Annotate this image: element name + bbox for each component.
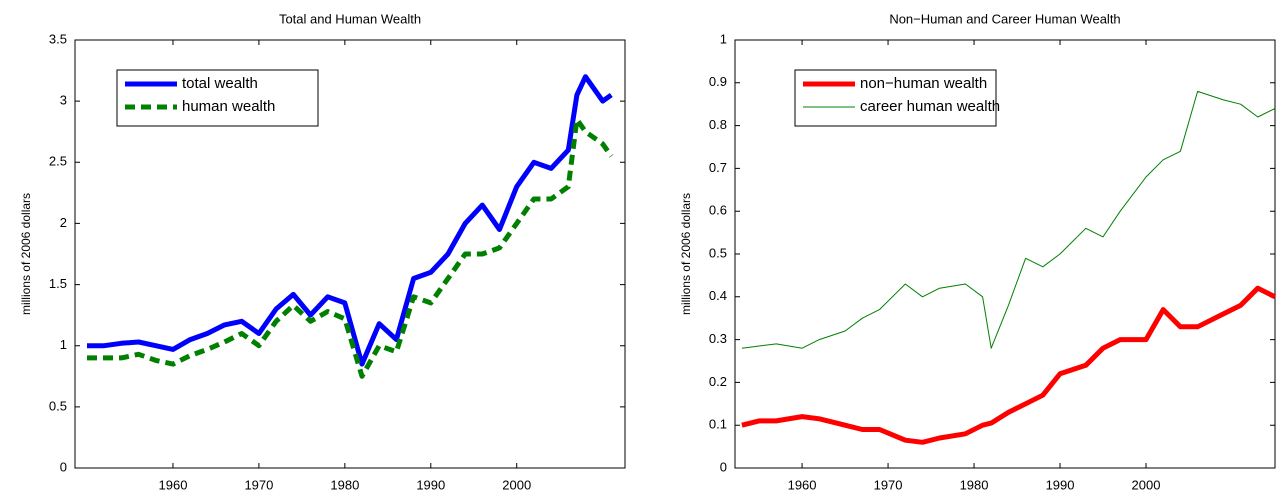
subplot: Non−Human and Career Human Wealth million… — [679, 11, 1277, 492]
data-line — [87, 74, 613, 367]
x-tick-label: 1980 — [330, 477, 359, 492]
chart-title: Non−Human and Career Human Wealth — [889, 11, 1120, 26]
y-tick-label: 0.5 — [49, 398, 67, 413]
y-tick-label: 2 — [60, 215, 67, 230]
y-tick-label: 0.9 — [709, 74, 727, 89]
y-tick-label: 2.5 — [49, 154, 67, 169]
x-tick-label: 1990 — [416, 477, 445, 492]
subplot: Total and Human Wealth millions of 2006 d… — [19, 11, 626, 492]
y-axis-label: millions of 2006 dollars — [679, 193, 693, 315]
y-tick-label: 1.5 — [49, 276, 67, 291]
y-tick-label: 0.4 — [709, 288, 727, 303]
legend-label: total wealth — [182, 75, 258, 92]
y-tick-label: 0.1 — [709, 417, 727, 432]
x-tick-label: 1990 — [1046, 477, 1075, 492]
y-tick-label: 0.5 — [709, 245, 727, 260]
y-tick-label: 3 — [60, 93, 67, 108]
legend: total wealth human wealth — [116, 69, 319, 127]
data-line — [87, 117, 614, 379]
y-tick-label: 0 — [60, 459, 67, 474]
x-tick-label: 1970 — [244, 477, 273, 492]
legend: non−human wealth career human wealth — [794, 69, 1000, 127]
data-line — [741, 90, 1276, 349]
x-tick-label: 1960 — [788, 477, 817, 492]
y-tick-label: 1 — [720, 31, 727, 46]
legend-label: career human wealth — [860, 98, 1000, 115]
x-tick-label: 2000 — [1132, 477, 1161, 492]
y-tick-label: 0.7 — [709, 160, 727, 175]
data-line — [741, 285, 1277, 445]
y-tick-label: 1 — [60, 337, 67, 352]
x-tick-label: 1960 — [159, 477, 188, 492]
legend-box — [794, 69, 997, 127]
legend-label: human wealth — [182, 98, 275, 115]
y-tick-label: 0.6 — [709, 203, 727, 218]
y-tick-label: 0.3 — [709, 331, 727, 346]
y-tick-label: 0.2 — [709, 374, 727, 389]
y-tick-label: 3.5 — [49, 31, 67, 46]
y-axis-label: millions of 2006 dollars — [19, 193, 33, 315]
x-tick-label: 2000 — [502, 477, 531, 492]
x-tick-label: 1980 — [960, 477, 989, 492]
chart-title: Total and Human Wealth — [279, 11, 421, 26]
y-tick-label: 0.8 — [709, 117, 727, 132]
y-tick-label: 0 — [720, 459, 727, 474]
legend-label: non−human wealth — [860, 75, 987, 92]
x-tick-label: 1970 — [874, 477, 903, 492]
legend-box — [116, 69, 319, 127]
